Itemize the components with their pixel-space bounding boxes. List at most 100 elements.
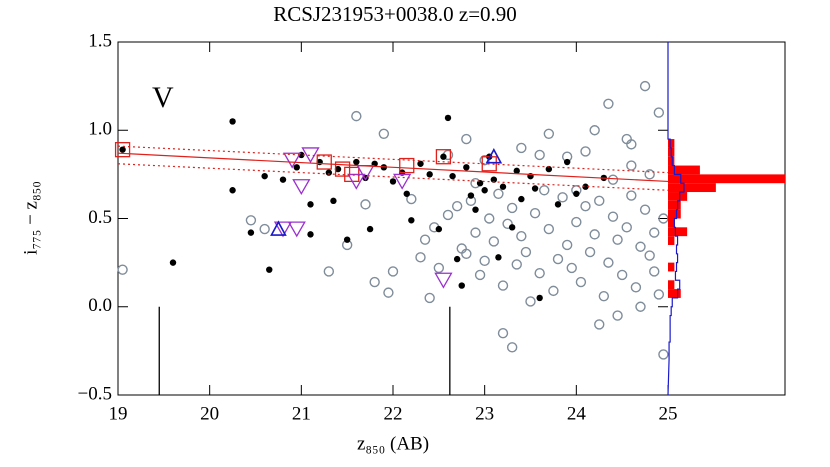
point bbox=[440, 153, 447, 160]
open-point bbox=[589, 229, 600, 240]
y-tick-label: 0.5 bbox=[88, 207, 112, 228]
open-point bbox=[259, 223, 270, 235]
point bbox=[353, 158, 360, 166]
down-triangle bbox=[283, 152, 302, 169]
open-point bbox=[639, 204, 651, 215]
open-point bbox=[630, 282, 642, 293]
open-point bbox=[419, 234, 431, 245]
point bbox=[343, 236, 351, 243]
point bbox=[463, 164, 470, 171]
open-point bbox=[415, 252, 426, 263]
point bbox=[330, 197, 337, 205]
point bbox=[490, 176, 498, 183]
point bbox=[408, 217, 415, 224]
point bbox=[261, 172, 268, 180]
down-triangle bbox=[393, 173, 412, 190]
hist-bar bbox=[668, 209, 681, 219]
open-point bbox=[557, 192, 568, 203]
open-point bbox=[470, 227, 481, 238]
open-point bbox=[502, 218, 513, 229]
y-tick-label: 0.0 bbox=[88, 295, 112, 316]
open-point bbox=[387, 266, 399, 277]
open-point bbox=[649, 227, 660, 238]
open-point bbox=[461, 248, 472, 260]
point bbox=[426, 171, 433, 178]
open-point bbox=[474, 269, 486, 281]
open-point bbox=[383, 287, 394, 298]
point bbox=[266, 266, 273, 273]
open-point bbox=[479, 155, 490, 166]
open-point bbox=[525, 296, 536, 307]
square-marker bbox=[334, 161, 351, 177]
open-point bbox=[635, 241, 646, 252]
open-point bbox=[360, 199, 371, 210]
point bbox=[563, 158, 571, 166]
open-point bbox=[603, 257, 614, 268]
fit-line bbox=[117, 152, 669, 183]
hist-bar bbox=[668, 227, 688, 237]
down-triangle bbox=[287, 221, 306, 238]
x-tick-label: 25 bbox=[659, 403, 678, 424]
open-point bbox=[571, 216, 582, 228]
down-triangle bbox=[273, 221, 293, 238]
open-point bbox=[621, 222, 632, 233]
open-point bbox=[635, 301, 646, 312]
down-triangle bbox=[347, 173, 366, 190]
open-point bbox=[598, 290, 610, 302]
point bbox=[435, 225, 443, 233]
open-point bbox=[584, 246, 596, 258]
x-tick-label: 20 bbox=[200, 403, 219, 424]
point bbox=[169, 259, 177, 266]
open-point bbox=[516, 230, 527, 242]
open-point bbox=[639, 80, 651, 92]
square-marker bbox=[114, 142, 131, 158]
open-point bbox=[626, 190, 637, 201]
up-triangle bbox=[270, 220, 287, 236]
open-point bbox=[378, 128, 390, 139]
open-point bbox=[497, 328, 509, 339]
open-point bbox=[575, 276, 587, 288]
point bbox=[499, 183, 507, 190]
x-tick-label: 22 bbox=[384, 403, 403, 424]
square-marker bbox=[435, 149, 452, 165]
point bbox=[247, 229, 255, 236]
panel-label: V bbox=[152, 81, 174, 114]
point bbox=[573, 190, 580, 197]
open-point bbox=[351, 110, 362, 122]
point bbox=[279, 176, 287, 183]
open-point bbox=[484, 213, 495, 224]
point bbox=[453, 255, 461, 263]
fit-line bbox=[117, 163, 669, 191]
point bbox=[495, 254, 502, 261]
point bbox=[481, 187, 488, 194]
open-point bbox=[626, 160, 637, 171]
square-marker bbox=[399, 157, 415, 174]
y-tick-label: 1.5 bbox=[88, 30, 112, 51]
open-point bbox=[658, 349, 669, 360]
point bbox=[467, 192, 475, 199]
point bbox=[366, 225, 374, 233]
chart-title: RCSJ231953+0038.0 z=0.90 bbox=[273, 2, 517, 26]
point bbox=[307, 201, 314, 208]
hist-bar bbox=[668, 174, 785, 184]
hist-step bbox=[667, 42, 685, 396]
open-point bbox=[424, 292, 435, 304]
point bbox=[545, 165, 553, 173]
open-point bbox=[488, 236, 500, 247]
open-point bbox=[607, 211, 619, 222]
point bbox=[508, 224, 516, 231]
hist-bar bbox=[668, 262, 675, 272]
point bbox=[536, 294, 543, 302]
open-point bbox=[442, 209, 454, 221]
open-point bbox=[566, 262, 577, 274]
down-triangle bbox=[292, 179, 311, 196]
open-point bbox=[511, 259, 522, 270]
down-triangle bbox=[434, 272, 453, 289]
open-point bbox=[607, 174, 619, 185]
open-point bbox=[520, 246, 532, 258]
point bbox=[229, 187, 236, 194]
point bbox=[293, 164, 300, 171]
open-point bbox=[594, 319, 605, 330]
x-tick-label: 23 bbox=[475, 403, 494, 424]
open-point bbox=[548, 285, 559, 297]
